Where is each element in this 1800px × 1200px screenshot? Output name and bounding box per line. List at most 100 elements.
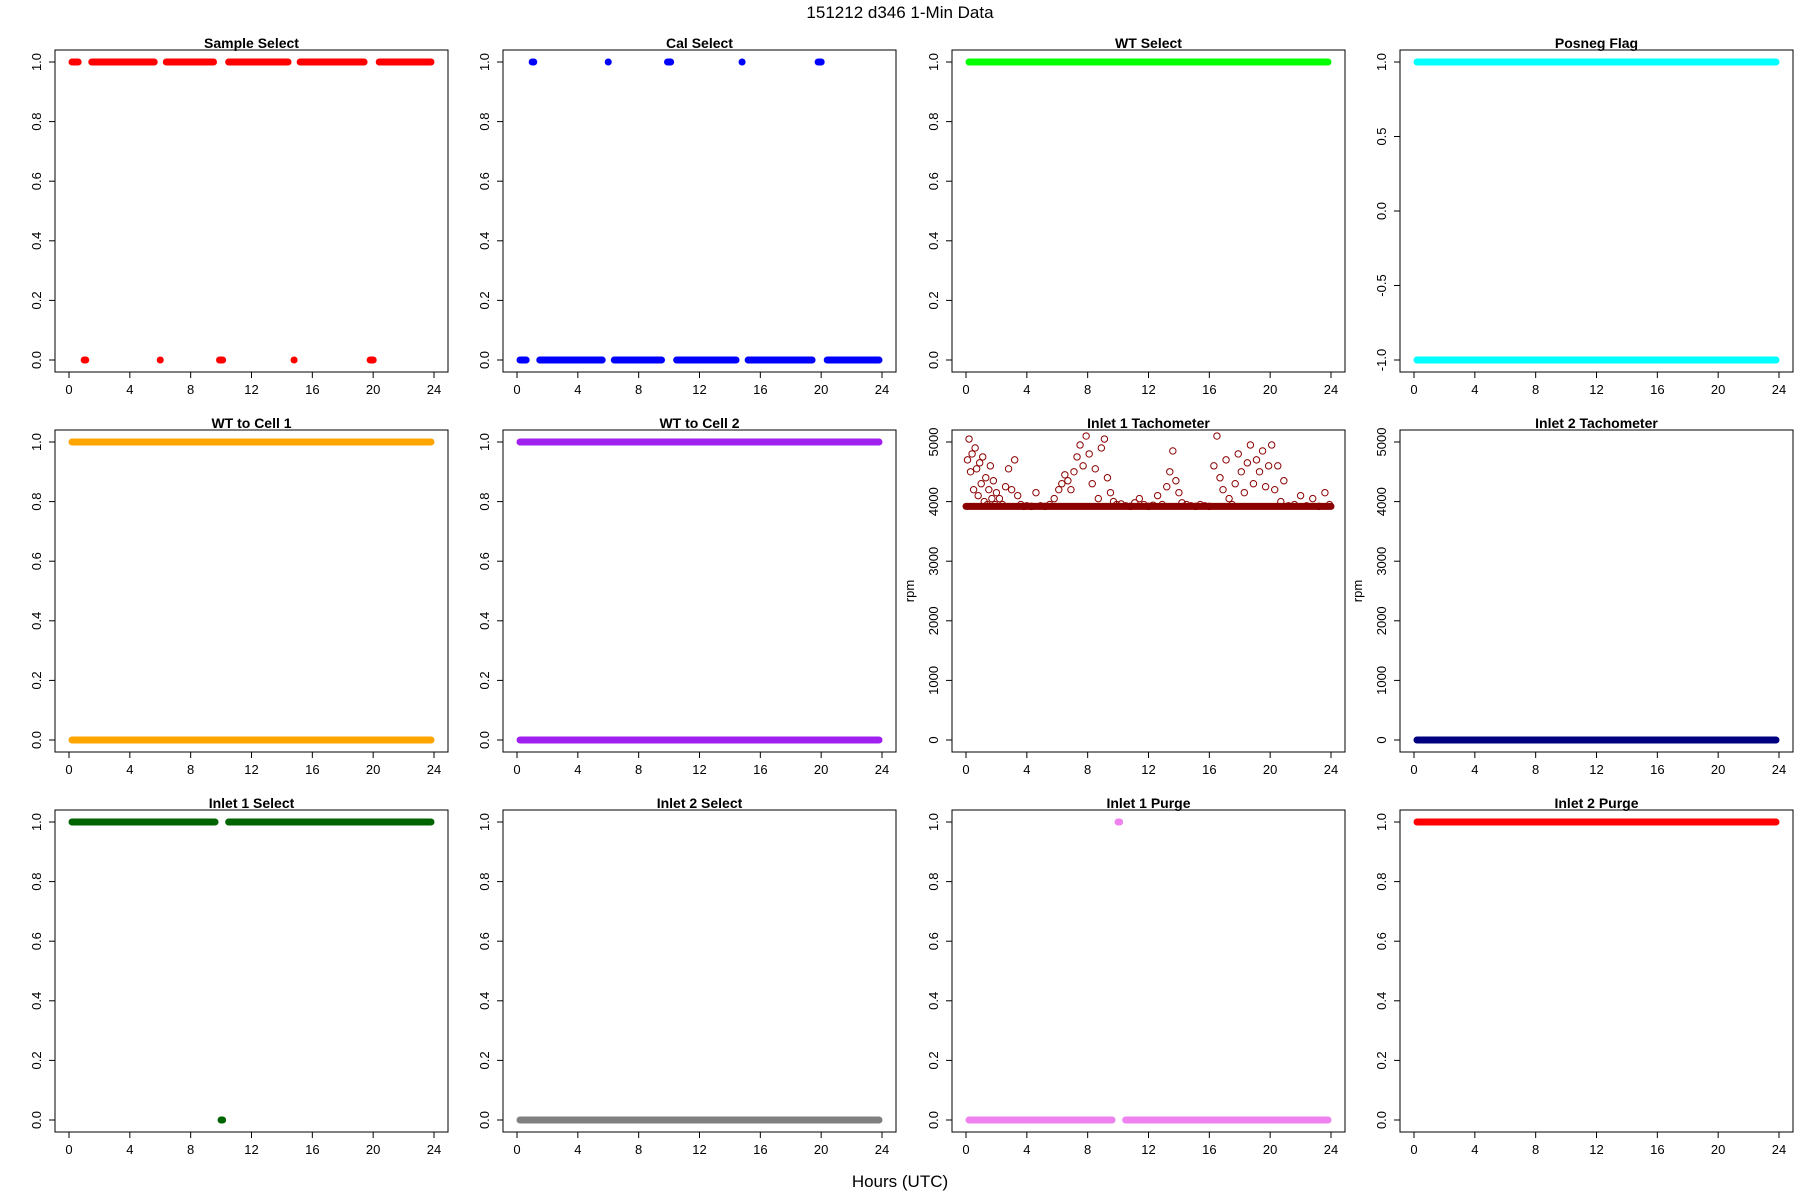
data-point bbox=[1261, 483, 1270, 491]
y-tick-label: 4000 bbox=[1374, 487, 1389, 516]
y-tick-label: 0.6 bbox=[477, 172, 492, 190]
x-tick-label: 4 bbox=[1023, 382, 1030, 397]
data-point bbox=[1296, 491, 1305, 500]
panel-title: WT to Cell 2 bbox=[659, 415, 739, 431]
y-tick-label: 0.8 bbox=[29, 493, 44, 511]
data-point bbox=[1191, 502, 1200, 511]
y-tick-label: 0.4 bbox=[1374, 992, 1389, 1010]
y-tick-label: -0.5 bbox=[1374, 274, 1389, 296]
data-point bbox=[1058, 480, 1066, 488]
y-tick-label: 1.0 bbox=[29, 813, 44, 831]
data-point bbox=[966, 468, 975, 476]
data-point bbox=[1027, 502, 1036, 511]
x-tick-label: 8 bbox=[187, 382, 194, 397]
x-tick-label: 0 bbox=[962, 762, 969, 777]
y-tick-label: 0.2 bbox=[477, 291, 492, 309]
data-point bbox=[965, 435, 973, 443]
panel-title: Inlet 1 Select bbox=[209, 795, 295, 811]
x-tick-label: 24 bbox=[1772, 382, 1786, 397]
data-point bbox=[971, 444, 979, 452]
y-tick-label: 1.0 bbox=[926, 53, 941, 71]
x-tick-label: 16 bbox=[1202, 1142, 1216, 1157]
data-point bbox=[1131, 499, 1139, 507]
data-point bbox=[982, 474, 990, 482]
x-tick-label: 20 bbox=[1263, 382, 1277, 397]
x-tick-label: 12 bbox=[1141, 382, 1155, 397]
data-point bbox=[1070, 468, 1078, 476]
y-tick-label: 0.8 bbox=[477, 873, 492, 891]
data-point bbox=[1325, 500, 1334, 509]
y-tick-label: 2000 bbox=[1374, 606, 1389, 635]
x-tick-label: 8 bbox=[1532, 762, 1539, 777]
plot-frame bbox=[1399, 49, 1794, 373]
x-tick-label: 16 bbox=[1650, 762, 1664, 777]
panel-title: WT Select bbox=[1115, 35, 1182, 51]
panel-title: Posneg Flag bbox=[1555, 35, 1638, 51]
data-point bbox=[1264, 462, 1273, 470]
series bbox=[516, 58, 883, 364]
data-point bbox=[1064, 477, 1072, 485]
x-tick-label: 20 bbox=[814, 1142, 828, 1157]
data-point bbox=[1302, 502, 1311, 510]
plot-frame bbox=[502, 809, 897, 1133]
data-point bbox=[1166, 468, 1174, 476]
data-point bbox=[1222, 456, 1230, 464]
y-tick-label: 0.6 bbox=[926, 932, 941, 950]
y-tick-label: 0.0 bbox=[29, 351, 44, 369]
data-point bbox=[992, 488, 1001, 497]
y-tick-label: 0.5 bbox=[1374, 127, 1389, 145]
x-tick-label: 24 bbox=[427, 1142, 441, 1157]
data-point bbox=[1100, 435, 1109, 443]
x-tick-label: 4 bbox=[1471, 1142, 1478, 1157]
x-tick-label: 16 bbox=[753, 1142, 767, 1157]
x-tick-label: 16 bbox=[305, 762, 319, 777]
x-tick-label: 20 bbox=[366, 762, 380, 777]
data-point bbox=[1140, 500, 1148, 509]
data-point bbox=[1309, 494, 1317, 503]
x-tick-label: 0 bbox=[513, 1142, 520, 1157]
data-point bbox=[1228, 500, 1236, 509]
x-tick-label: 12 bbox=[1141, 1142, 1155, 1157]
plot-frame bbox=[951, 49, 1346, 373]
x-tick-label: 8 bbox=[187, 1142, 194, 1157]
x-tick-label: 12 bbox=[1589, 1142, 1603, 1157]
series bbox=[965, 818, 1332, 1124]
x-tick-label: 12 bbox=[1141, 762, 1155, 777]
y-tick-label: 0.0 bbox=[1374, 1111, 1389, 1129]
x-tick-label: 12 bbox=[1589, 762, 1603, 777]
data-point bbox=[1252, 456, 1261, 464]
data-point bbox=[1020, 502, 1028, 511]
y-tick-label: 0.2 bbox=[926, 1051, 941, 1069]
x-tick-label: 12 bbox=[692, 1142, 706, 1157]
data-point bbox=[1205, 502, 1214, 511]
x-tick-label: 24 bbox=[427, 382, 441, 397]
panel-title: Sample Select bbox=[204, 35, 299, 51]
data-point bbox=[1023, 502, 1031, 510]
data-point bbox=[974, 491, 982, 500]
data-point bbox=[1076, 441, 1084, 449]
data-point bbox=[1061, 471, 1069, 479]
x-tick-label: 16 bbox=[1650, 1142, 1664, 1157]
data-point bbox=[1106, 488, 1115, 497]
panel-title: Inlet 1 Purge bbox=[1106, 795, 1190, 811]
data-point bbox=[1032, 488, 1040, 497]
x-tick-label: 16 bbox=[753, 382, 767, 397]
chart-panel: Inlet 1 Select 0 4 8 12 16 20 24 0.0 0.2 0.4 0.6 0.8… bbox=[29, 795, 449, 1157]
data-point bbox=[963, 456, 972, 464]
data-point bbox=[1041, 502, 1049, 511]
data-point bbox=[989, 477, 998, 485]
panel-title: Inlet 2 Select bbox=[657, 795, 743, 811]
plot-frame bbox=[951, 809, 1346, 1133]
x-tick-label: 12 bbox=[692, 382, 706, 397]
data-point bbox=[1050, 494, 1058, 503]
x-tick-label: 4 bbox=[126, 762, 133, 777]
y-tick-label: 0.4 bbox=[477, 612, 492, 630]
x-tick-label: 4 bbox=[574, 1142, 581, 1157]
x-tick-label: 24 bbox=[1324, 1142, 1338, 1157]
y-tick-label: 0.2 bbox=[926, 291, 941, 309]
x-tick-label: 8 bbox=[1532, 1142, 1539, 1157]
data-point bbox=[1094, 494, 1103, 503]
x-tick-label: 4 bbox=[126, 1142, 133, 1157]
x-tick-label: 8 bbox=[187, 762, 194, 777]
data-point bbox=[979, 453, 987, 461]
